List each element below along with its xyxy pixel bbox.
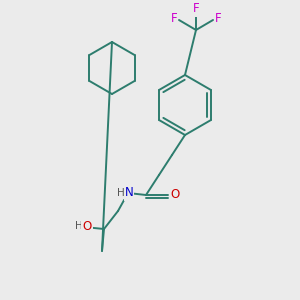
Text: N: N — [124, 187, 134, 200]
Text: F: F — [193, 2, 199, 16]
Text: F: F — [171, 13, 177, 26]
Text: H: H — [117, 188, 125, 198]
Text: H: H — [75, 221, 83, 231]
Text: O: O — [82, 220, 91, 232]
Text: F: F — [215, 13, 221, 26]
Text: O: O — [170, 188, 180, 202]
